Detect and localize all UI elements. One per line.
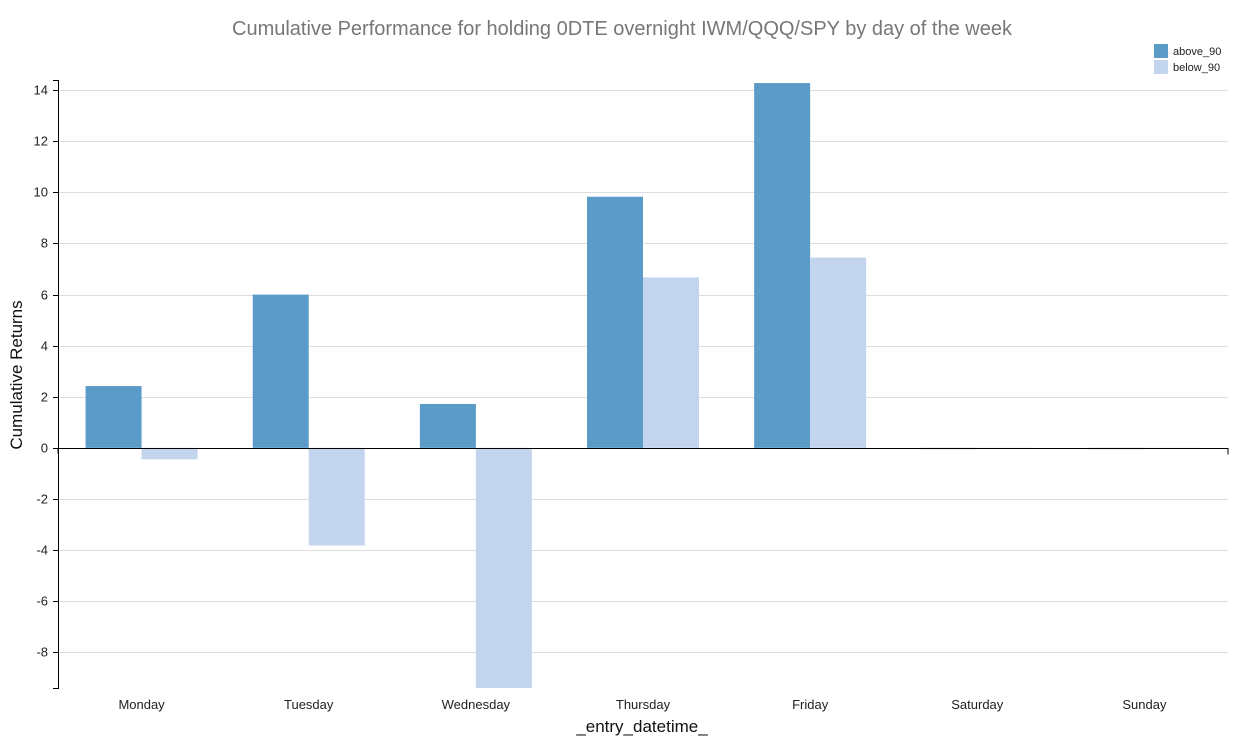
legend[interactable]: above_90 below_90 xyxy=(1154,44,1221,74)
bar-above_90-monday[interactable] xyxy=(85,386,142,448)
bars xyxy=(85,83,1201,688)
y-tick-label: 0 xyxy=(41,441,48,456)
legend-label: above_90 xyxy=(1173,46,1221,58)
y-tick-label: 10 xyxy=(34,185,48,200)
x-category-label: Sunday xyxy=(1122,697,1167,712)
y-tick-label: 6 xyxy=(41,288,48,303)
y-axis-label: Cumulative Returns xyxy=(7,300,26,449)
x-category-label: Tuesday xyxy=(284,697,334,712)
legend-swatch xyxy=(1154,60,1168,74)
y-axis-line xyxy=(53,80,59,689)
bar-below_90-friday[interactable] xyxy=(810,257,867,448)
y-tick-label: 12 xyxy=(34,134,48,149)
legend-swatch xyxy=(1154,44,1168,58)
y-ticks: 14 12 10 8 6 4 2 0 -2 -4 -6 -8 xyxy=(34,83,58,660)
x-categories: Monday Tuesday Wednesday Thursday Friday Satu… xyxy=(118,697,1167,712)
bar-above_90-friday[interactable] xyxy=(754,83,811,448)
legend-label: below_90 xyxy=(1173,62,1220,74)
x-axis-zero-line xyxy=(57,448,1229,455)
bar-above_90-thursday[interactable] xyxy=(587,196,643,448)
y-tick-label: 2 xyxy=(41,390,48,405)
x-category-label: Friday xyxy=(792,697,829,712)
bar-above_90-tuesday[interactable] xyxy=(252,294,309,448)
y-tick-label: 14 xyxy=(34,83,48,98)
chart-title: Cumulative Performance for holding 0DTE … xyxy=(232,18,1013,40)
y-tick-label: -6 xyxy=(36,594,48,609)
x-axis-label: _entry_datetime_ xyxy=(575,717,708,736)
x-category-label: Saturday xyxy=(951,697,1004,712)
legend-item-above_90[interactable]: above_90 xyxy=(1154,44,1221,58)
y-tick-label: -8 xyxy=(36,645,48,660)
axes xyxy=(53,80,1229,689)
x-category-label: Thursday xyxy=(616,697,671,712)
bar-above_90-wednesday[interactable] xyxy=(419,403,476,448)
bar-below_90-wednesday[interactable] xyxy=(475,447,532,688)
bar-below_90-tuesday[interactable] xyxy=(308,447,365,546)
y-tick-label: 4 xyxy=(41,339,48,354)
y-tick-label: -2 xyxy=(36,492,48,507)
legend-item-below_90[interactable]: below_90 xyxy=(1154,60,1220,74)
y-tick-label: 8 xyxy=(41,236,48,251)
bar-below_90-monday[interactable] xyxy=(141,447,198,460)
y-tick-label: -4 xyxy=(36,543,48,558)
bar-below_90-thursday[interactable] xyxy=(643,277,699,448)
x-category-label: Monday xyxy=(118,697,165,712)
x-category-label: Wednesday xyxy=(442,697,511,712)
